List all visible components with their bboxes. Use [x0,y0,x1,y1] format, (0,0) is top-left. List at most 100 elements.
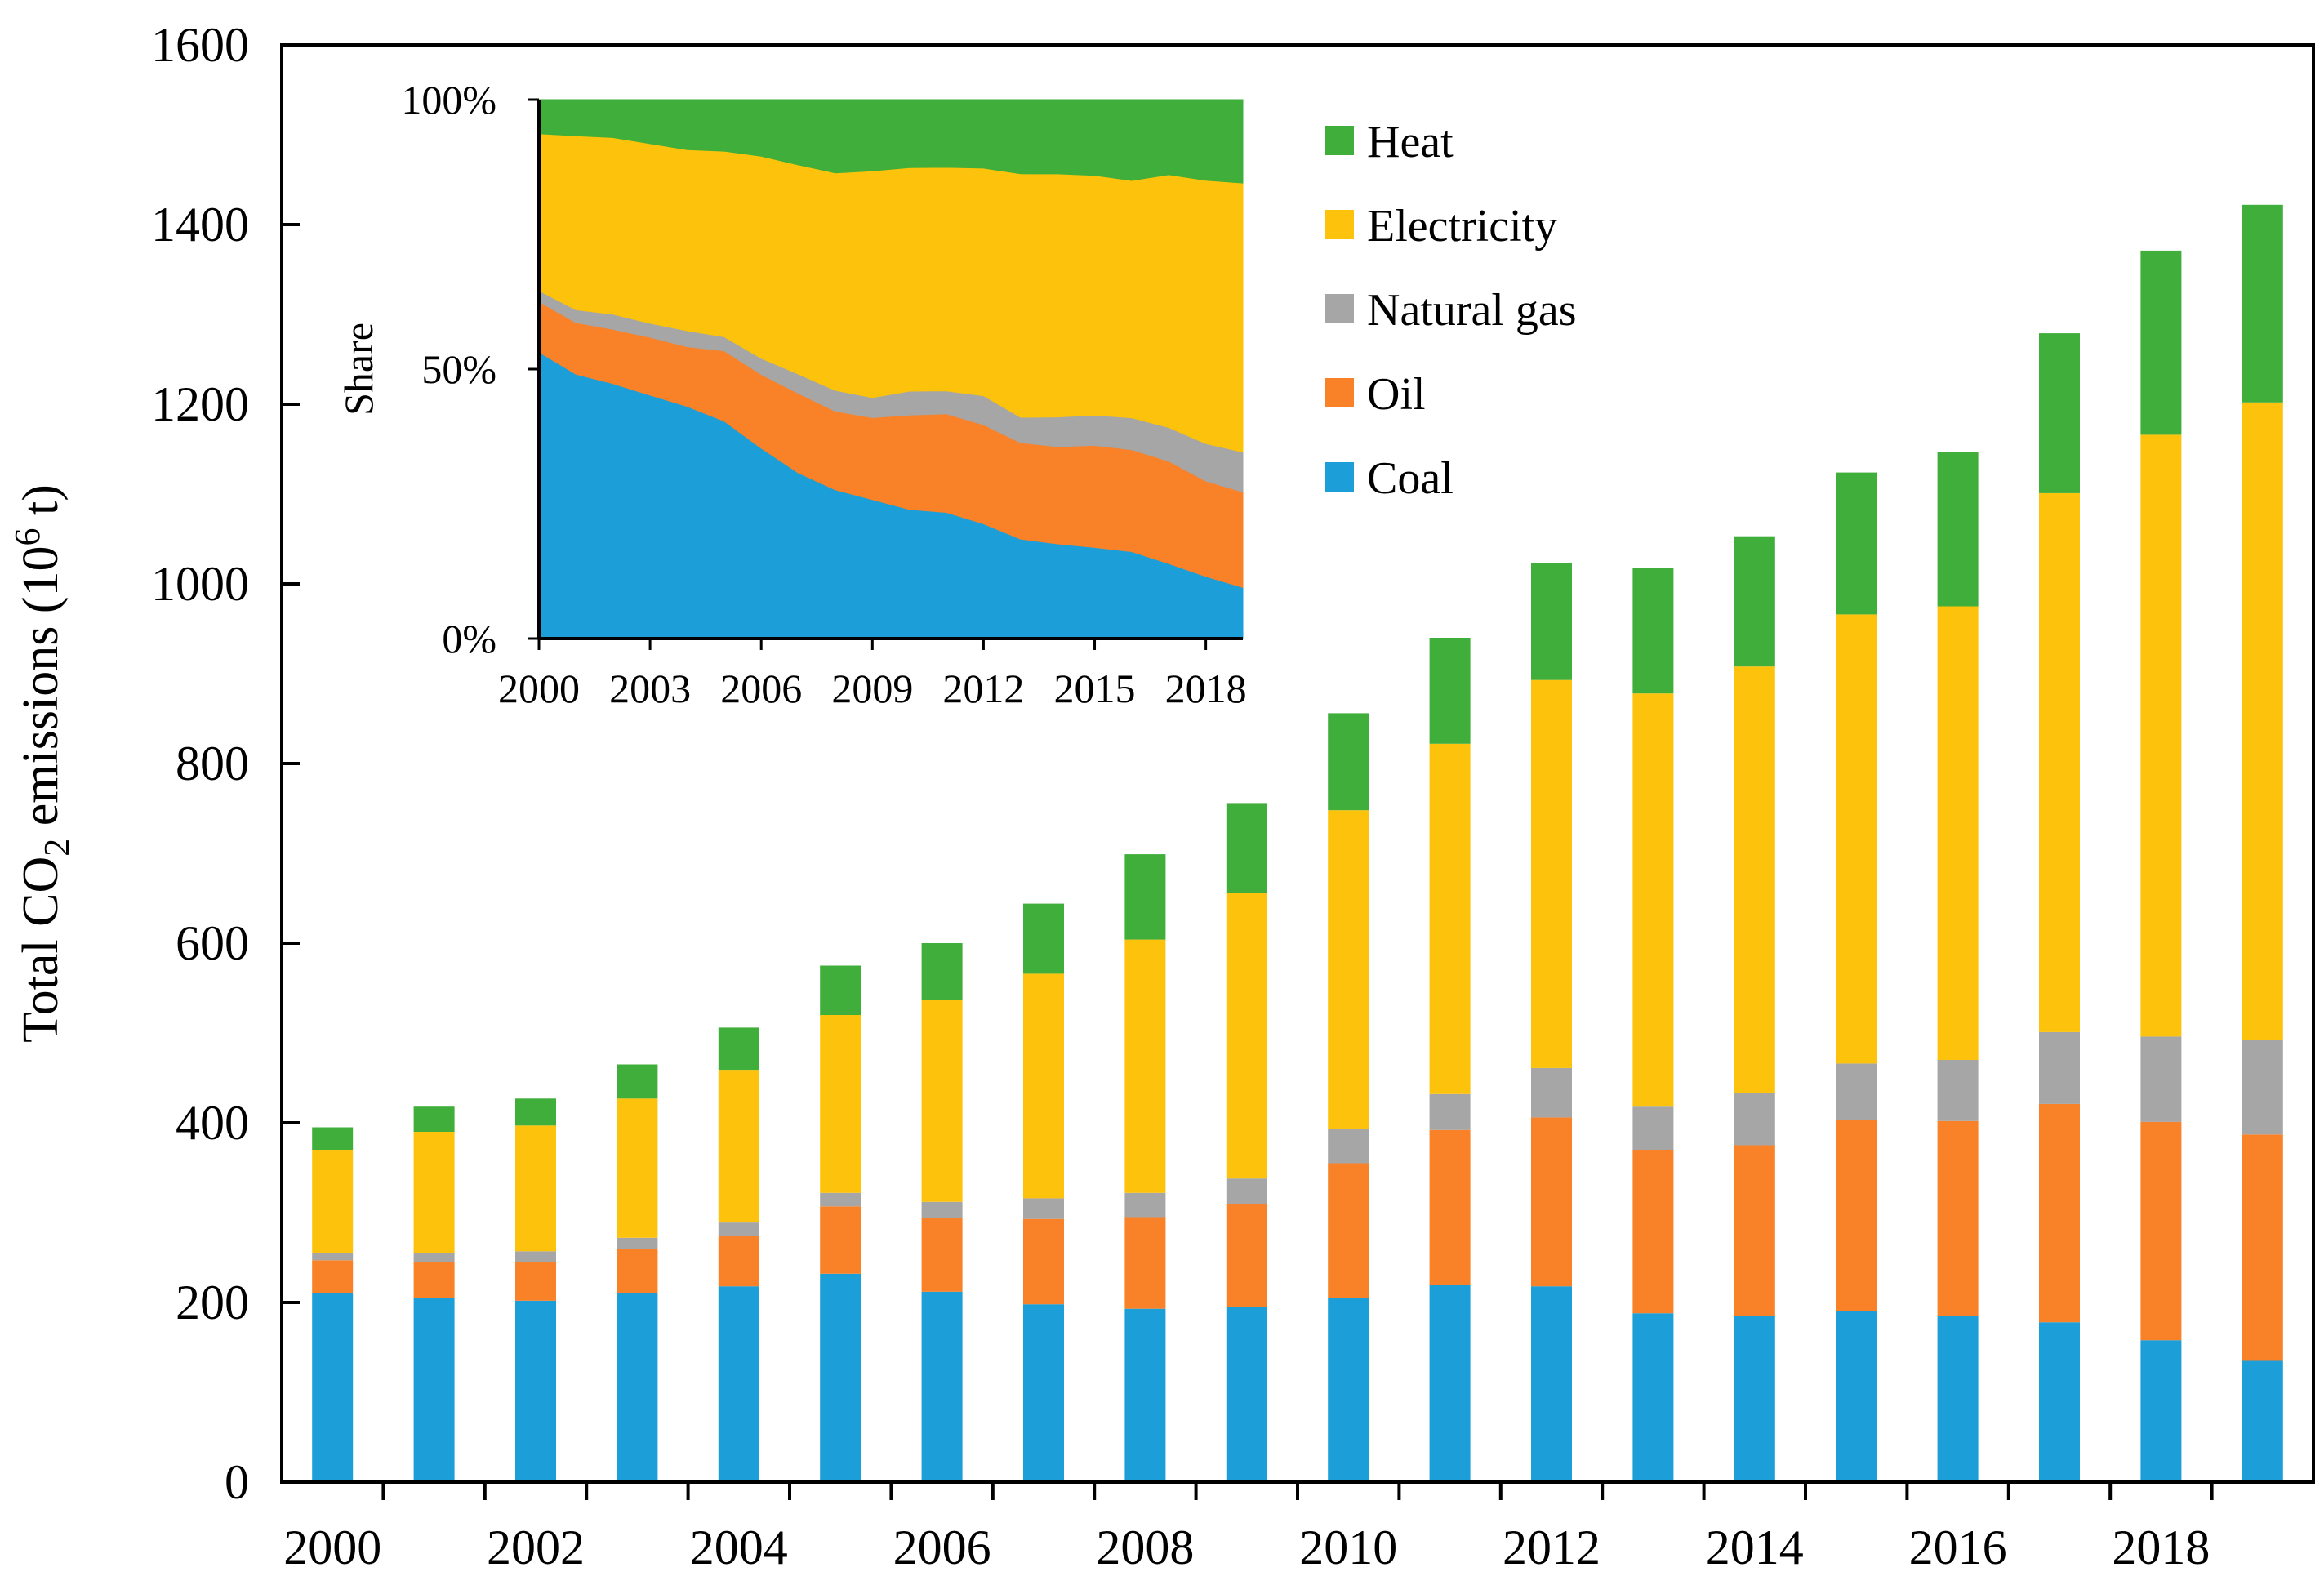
bar-oil-2002 [515,1262,556,1301]
bar-coal-2015 [1836,1311,1877,1482]
bar-oil-2005 [820,1206,861,1274]
bar-coal-2010 [1328,1298,1369,1482]
bar-oil-2016 [1937,1120,1979,1316]
x-tick-label-2002: 2002 [487,1521,585,1574]
bar-natural-gas-2012 [1531,1067,1572,1118]
bar-coal-2009 [1226,1307,1267,1482]
bar-natural-gas-2000 [312,1253,354,1261]
legend-label-heat: Heat [1367,117,1454,167]
bar-heat-2000 [312,1127,354,1150]
bar-electricity-2015 [1836,614,1877,1064]
bar-electricity-2001 [413,1132,455,1253]
bar-oil-2014 [1734,1145,1775,1316]
bar-natural-gas-2005 [820,1192,861,1207]
legend: Heat Electricity Natural gas Oil Coal [1325,117,1577,504]
bar-oil-2012 [1531,1117,1572,1287]
bar-coal-2005 [820,1273,861,1482]
bar-electricity-2019 [2242,402,2283,1040]
bar-electricity-2002 [515,1125,556,1252]
legend-label-natural-gas: Natural gas [1367,285,1577,336]
legend-swatch-heat [1325,126,1354,155]
bar-heat-2009 [1226,803,1267,893]
bar-electricity-2006 [921,1000,963,1202]
bar-oil-2000 [312,1260,354,1293]
bar-natural-gas-2010 [1328,1129,1369,1164]
bar-heat-2016 [1937,452,1979,607]
y-tick-label-600: 600 [176,916,249,970]
bar-heat-2015 [1836,472,1877,615]
bar-natural-gas-2001 [413,1253,455,1262]
bar-heat-2001 [413,1106,455,1132]
bar-coal-2011 [1429,1285,1471,1482]
bar-electricity-2013 [1632,693,1674,1107]
inset-y-tick-label-100: 100% [401,77,496,122]
bar-heat-2002 [515,1098,556,1126]
bar-oil-2011 [1429,1129,1471,1285]
bar-heat-2005 [820,965,861,1015]
bar-heat-2017 [2039,333,2080,493]
bar-oil-2010 [1328,1163,1369,1298]
legend-swatch-natural-gas [1325,294,1354,323]
legend-swatch-electricity [1325,210,1354,239]
bar-oil-2019 [2242,1134,2283,1361]
bar-coal-2014 [1734,1316,1775,1482]
legend-label-coal: Coal [1367,453,1454,504]
bar-electricity-2009 [1226,893,1267,1179]
inset-area-heat [538,99,1244,184]
bar-natural-gas-2013 [1632,1106,1674,1150]
bar-electricity-2017 [2039,492,2080,1032]
inset-x-tick-label-2006: 2006 [720,666,802,711]
bar-oil-2018 [2140,1121,2182,1341]
bar-coal-2013 [1632,1313,1674,1482]
bar-heat-2014 [1734,536,1775,667]
bar-natural-gas-2014 [1734,1093,1775,1146]
bar-oil-2013 [1632,1150,1674,1314]
bar-oil-2006 [921,1218,963,1292]
bar-oil-2003 [617,1249,658,1293]
bar-coal-2001 [413,1298,455,1482]
bar-oil-2008 [1124,1217,1166,1309]
bar-natural-gas-2011 [1429,1093,1471,1130]
y-axis-label: Total CO2 emissions (106 t) [7,484,77,1043]
bar-coal-2008 [1124,1308,1166,1482]
bar-electricity-2003 [617,1098,658,1238]
bar-coal-2004 [718,1286,759,1482]
legend-label-electricity: Electricity [1367,201,1557,252]
bar-coal-2000 [312,1293,354,1482]
x-tick-label-2008: 2008 [1096,1521,1194,1574]
bar-oil-2007 [1023,1218,1064,1305]
inset-y-axis-label: Share [336,323,381,416]
bar-oil-2001 [413,1262,455,1298]
y-axis-label-emissions: emissions (10 [13,546,69,839]
inset-x-tick-label-2000: 2000 [498,666,580,711]
y-tick-label-1600: 1600 [151,18,249,72]
bar-coal-2012 [1531,1286,1572,1482]
y-tick-label-1400: 1400 [151,198,249,252]
bar-coal-2007 [1023,1304,1064,1482]
y-axis-label-subscript: 2 [37,839,77,857]
bar-heat-2006 [921,943,963,1000]
inset-x-tick-label-2015: 2015 [1054,666,1136,711]
bar-heat-2018 [2140,250,2182,435]
y-axis-label-total-co: Total CO [13,857,69,1043]
bar-electricity-2004 [718,1070,759,1223]
bar-heat-2008 [1124,854,1166,940]
bar-natural-gas-2017 [2039,1031,2080,1104]
bar-electricity-2010 [1328,810,1369,1129]
bar-natural-gas-2016 [1937,1060,1979,1121]
y-tick-label-1200: 1200 [151,377,249,431]
inset-x-tick-label-2012: 2012 [942,666,1024,711]
bar-heat-2007 [1023,903,1064,974]
bar-natural-gas-2018 [2140,1036,2182,1122]
inset-x-tick-label-2003: 2003 [609,666,691,711]
bar-electricity-2005 [820,1015,861,1193]
bar-natural-gas-2008 [1124,1192,1166,1218]
y-tick-label-1000: 1000 [151,557,249,611]
inset-x-tick-label-2018: 2018 [1165,666,1247,711]
bar-coal-2018 [2140,1340,2182,1482]
bar-coal-2003 [617,1293,658,1482]
bar-coal-2016 [1937,1316,1979,1482]
bar-heat-2003 [617,1064,658,1099]
bar-natural-gas-2006 [921,1201,963,1218]
